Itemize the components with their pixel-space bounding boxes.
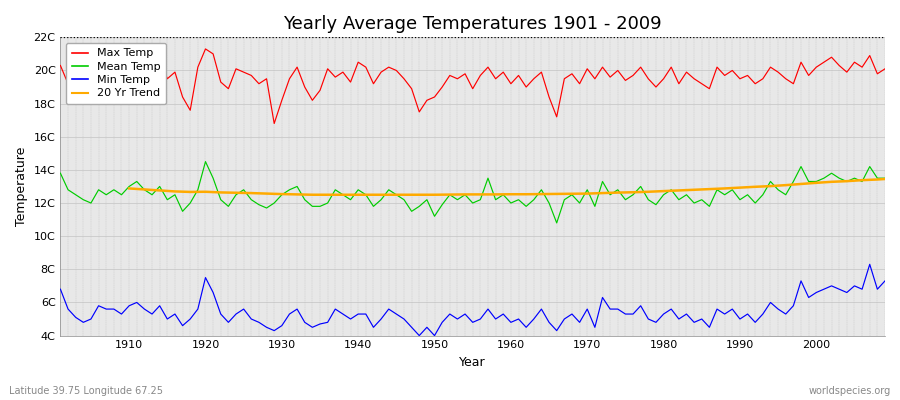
Title: Yearly Average Temperatures 1901 - 2009: Yearly Average Temperatures 1901 - 2009: [284, 15, 662, 33]
Y-axis label: Temperature: Temperature: [15, 147, 28, 226]
X-axis label: Year: Year: [459, 356, 486, 369]
Text: worldspecies.org: worldspecies.org: [809, 386, 891, 396]
Text: Latitude 39.75 Longitude 67.25: Latitude 39.75 Longitude 67.25: [9, 386, 163, 396]
Legend: Max Temp, Mean Temp, Min Temp, 20 Yr Trend: Max Temp, Mean Temp, Min Temp, 20 Yr Tre…: [66, 43, 166, 104]
